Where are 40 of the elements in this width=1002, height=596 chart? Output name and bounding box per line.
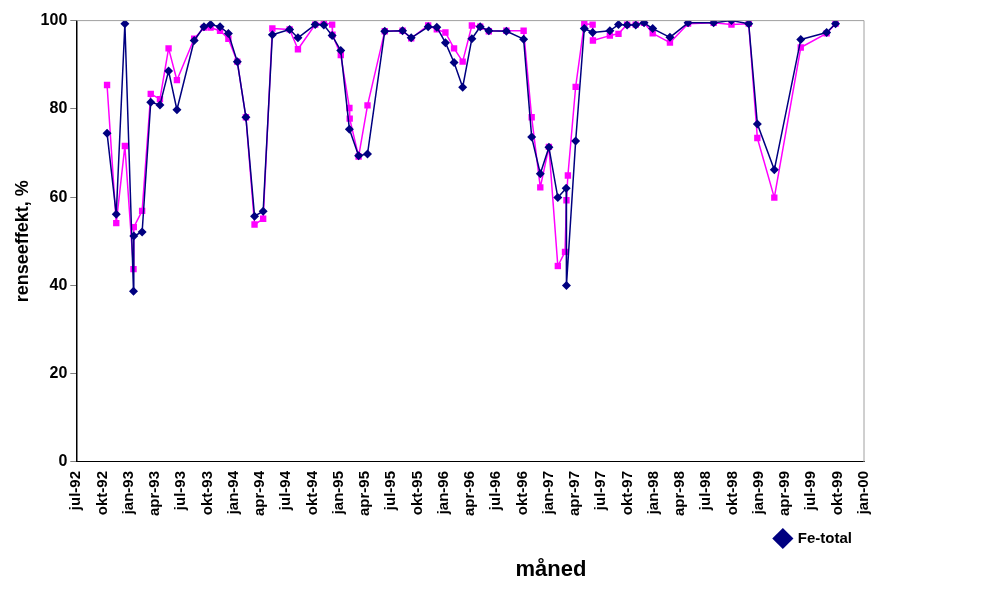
x-tick-label: jan-96 xyxy=(434,470,452,516)
x-tick-label: okt-99 xyxy=(827,470,845,516)
x-tick-label: okt-95 xyxy=(407,470,425,516)
y-tick-label: 0 xyxy=(58,452,68,470)
x-tick-label: jul-92 xyxy=(66,470,84,512)
x-tick-label: jul-99 xyxy=(801,470,819,512)
y-tick-label: 20 xyxy=(49,364,68,382)
y-tick-label: 100 xyxy=(40,11,68,29)
x-tick-label: apr-98 xyxy=(670,470,688,517)
x-tick-label: okt-93 xyxy=(197,470,215,516)
y-axis-title: renseeffekt, % xyxy=(11,180,32,303)
x-tick-label: jan-99 xyxy=(749,470,767,516)
x-tick-label: okt-98 xyxy=(722,470,740,516)
x-tick-label: apr-97 xyxy=(565,470,583,517)
x-tick-label: jul-95 xyxy=(381,470,399,512)
x-tick-label: okt-96 xyxy=(512,470,530,516)
x-tick-label: jul-96 xyxy=(486,470,504,512)
x-tick-label: jul-93 xyxy=(171,470,189,512)
x-tick-label: jan-95 xyxy=(329,470,347,516)
x-tick-label: apr-93 xyxy=(145,470,163,517)
x-tick-label: jan-97 xyxy=(539,470,557,516)
y-tick-label: 40 xyxy=(49,275,68,293)
x-tick-label: apr-99 xyxy=(775,470,793,517)
x-tick-label: okt-92 xyxy=(92,470,110,516)
x-tick-label: jul-98 xyxy=(696,470,714,512)
y-tick-label: 80 xyxy=(49,99,68,117)
x-tick-label: jan-94 xyxy=(224,470,242,516)
x-tick-label: okt-97 xyxy=(617,470,635,516)
y-tick-label: 60 xyxy=(49,187,68,205)
x-tick-label: apr-95 xyxy=(355,470,373,517)
x-tick-label: jul-97 xyxy=(591,470,609,512)
x-axis-title: måned xyxy=(514,556,588,582)
x-tick-label: jan-93 xyxy=(119,470,137,516)
x-tick-label: jul-94 xyxy=(276,470,294,512)
x-tick-label: apr-94 xyxy=(250,470,268,517)
x-tick-label: apr-96 xyxy=(460,470,478,517)
x-tick-label: okt-94 xyxy=(302,470,320,516)
x-tick-label: jan-00 xyxy=(854,470,872,516)
legend-label: Fe-total xyxy=(797,528,853,546)
x-tick-label: jan-98 xyxy=(644,470,662,516)
